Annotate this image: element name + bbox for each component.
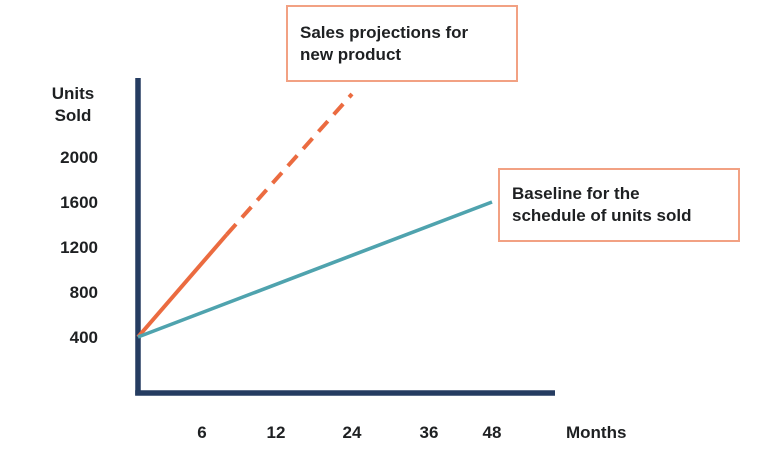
x-tick-12: 12 — [266, 423, 286, 442]
baseline-line-solid — [137, 200, 493, 339]
projection-line-solid — [136, 233, 229, 339]
y-tick-1600: 1600 — [60, 193, 98, 212]
projection-line-dashed — [225, 92, 354, 236]
x-axis-title: Months — [566, 423, 627, 442]
x-tick-24: 24 — [342, 423, 362, 442]
callout-sales-projection: Sales projections for new product — [286, 5, 518, 82]
y-tick-400: 400 — [69, 328, 98, 347]
x-tick-36: 36 — [419, 423, 439, 442]
y-axis-title: Units Sold — [51, 84, 95, 125]
y-tick-1200: 1200 — [60, 238, 98, 257]
y-tick-800: 800 — [69, 283, 98, 302]
x-tick-6: 6 — [197, 423, 207, 442]
callout-baseline: Baseline for the schedule of units sold — [498, 168, 740, 242]
x-tick-48: 48 — [482, 423, 502, 442]
series-layer — [136, 92, 493, 339]
y-tick-2000: 2000 — [60, 148, 98, 167]
